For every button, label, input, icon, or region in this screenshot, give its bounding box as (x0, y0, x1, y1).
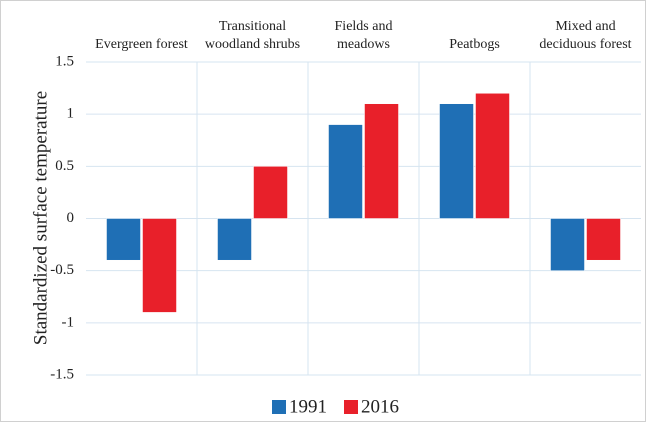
bar (475, 93, 510, 219)
bar (253, 166, 288, 219)
category-label: Transitional woodland shrubs (204, 19, 301, 52)
bar (142, 218, 177, 313)
legend-swatch (344, 400, 358, 414)
y-tick-label: -0.5 (50, 262, 74, 278)
bar (217, 218, 252, 261)
category-label: Mixed and deciduous forest (539, 19, 632, 52)
category-label: Fields and meadows (334, 19, 393, 52)
legend-label: 1991 (289, 396, 327, 417)
y-tick-label: 1 (67, 106, 75, 122)
bar (550, 218, 585, 271)
bar (364, 103, 399, 219)
y-tick-label: 1.5 (55, 53, 74, 69)
bar (586, 218, 621, 261)
y-tick-label: 0 (67, 210, 75, 226)
legend-label: 2016 (361, 396, 399, 417)
bar (439, 103, 474, 219)
y-axis-label: Standardized surface temperature (30, 91, 51, 345)
bar (328, 124, 363, 219)
legend-swatch (272, 400, 286, 414)
y-tick-label: -1 (62, 314, 75, 330)
category-label: Peatbogs (449, 37, 500, 52)
y-tick-label: -1.5 (50, 366, 74, 382)
category-label: Evergreen forest (95, 37, 188, 52)
y-tick-label: 0.5 (55, 158, 74, 174)
bar (106, 218, 141, 261)
